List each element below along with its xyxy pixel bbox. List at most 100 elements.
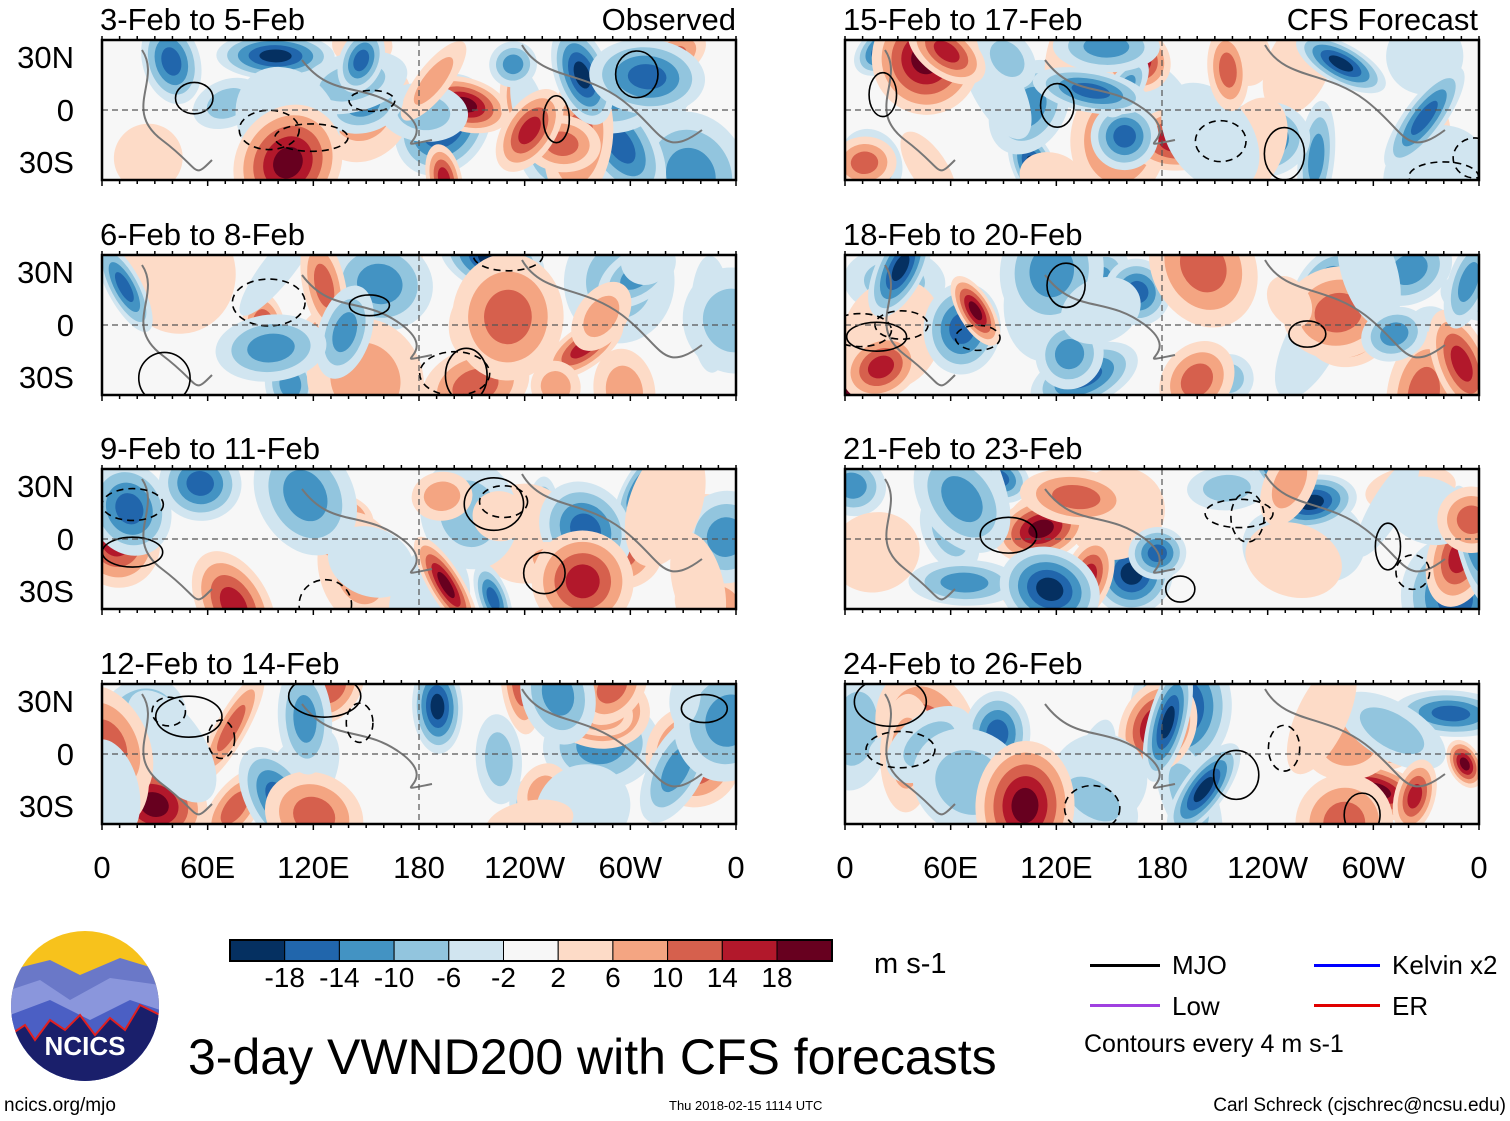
mjo-contour xyxy=(207,719,236,760)
mjo-contour xyxy=(1343,792,1381,824)
mjo-contour xyxy=(522,551,566,595)
map-panel xyxy=(843,36,1481,186)
wind-anomaly-blob xyxy=(669,684,701,727)
mjo-contour xyxy=(231,278,306,327)
mjo-contour xyxy=(865,730,936,769)
wind-anomaly-blob xyxy=(1431,705,1471,722)
colorbar-swatch xyxy=(338,939,395,962)
mjo-contour xyxy=(154,695,223,739)
wind-anomaly-blob xyxy=(900,131,956,180)
panel-title: 21-Feb to 23-Feb xyxy=(843,431,1083,466)
wind-anomaly-blob xyxy=(1066,776,1121,822)
wind-anomaly-blob xyxy=(219,586,248,609)
wind-anomaly-blob xyxy=(423,481,461,511)
panel-title: 12-Feb to 14-Feb xyxy=(100,646,340,681)
wind-anomaly-blob xyxy=(583,295,620,338)
colorbar-tick-label: 6 xyxy=(605,962,621,993)
wind-anomaly-blob xyxy=(1354,469,1420,558)
lat-label: 30N xyxy=(17,40,74,75)
figure-title: 3-day VWND200 with CFS forecasts xyxy=(188,1029,997,1085)
wind-anomaly-blob xyxy=(1407,366,1440,395)
wind-anomaly-blob xyxy=(115,493,144,525)
mjo-contour xyxy=(478,484,529,519)
wind-anomaly-blob xyxy=(1407,784,1423,809)
mjo-contour xyxy=(1204,498,1274,529)
colorbar-swatch xyxy=(229,939,286,962)
colorbar-tick-label: -2 xyxy=(491,962,516,993)
wind-anomaly-blob xyxy=(293,796,336,824)
wind-anomaly-blob xyxy=(1266,275,1313,328)
mjo-contour xyxy=(287,684,362,718)
mjo-contour xyxy=(418,350,491,395)
wind-anomaly-blob xyxy=(327,526,415,598)
wind-anomaly-blob xyxy=(605,365,644,395)
lon-label: 180 xyxy=(1136,850,1188,885)
cfs-forecast-label: CFS Forecast xyxy=(1286,2,1478,37)
wind-anomaly-blob xyxy=(541,684,575,716)
map-panel xyxy=(843,465,1481,615)
wind-anomaly-blob xyxy=(941,476,983,523)
mjo-contour xyxy=(1374,522,1402,571)
footer-url[interactable]: ncics.org/mjo xyxy=(4,1095,116,1116)
wind-anomaly-blob xyxy=(259,49,292,63)
lon-label: 0 xyxy=(1470,850,1488,885)
wind-anomaly-blob xyxy=(1328,55,1354,72)
mjo-contour xyxy=(137,351,191,395)
wind-anomaly-blob xyxy=(139,792,169,817)
colorbar-swatch xyxy=(776,939,833,962)
wind-anomaly-blob xyxy=(486,587,500,609)
logo-text: NCICS xyxy=(45,1031,126,1061)
map-panel xyxy=(100,36,738,186)
wind-anomaly-blob xyxy=(940,572,989,593)
mjo-contour xyxy=(1212,749,1260,801)
wind-anomaly-blob xyxy=(845,472,867,499)
wind-anomaly-blob xyxy=(1036,577,1064,601)
colorbar-swatch xyxy=(721,939,778,962)
wind-anomaly-blob xyxy=(484,289,532,345)
mjo-contour xyxy=(614,50,659,99)
colorbar-tick-label: 10 xyxy=(652,962,684,993)
lat-label: 0 xyxy=(56,737,74,772)
mjo-contour xyxy=(1046,262,1086,309)
lon-label: 60E xyxy=(923,850,979,885)
mjo-line-swatch xyxy=(1090,964,1160,967)
wind-anomaly-blob xyxy=(1245,522,1342,598)
mjo-contour xyxy=(174,81,214,115)
wind-anomaly-blob xyxy=(1019,152,1084,180)
mjo-contour xyxy=(1039,82,1075,129)
mjo-contour xyxy=(542,94,571,144)
lon-label: 120E xyxy=(277,850,350,885)
lat-label: 30N xyxy=(17,684,74,719)
footer-timestamp: Thu 2018-02-15 1114 UTC xyxy=(669,1098,823,1113)
colorbar-tick-label: -18 xyxy=(264,962,305,993)
mjo-contour xyxy=(1267,724,1301,772)
wind-anomaly-blob xyxy=(1113,125,1136,148)
mjo-contour xyxy=(979,516,1038,554)
wind-anomaly-blob xyxy=(1202,474,1251,502)
lat-label: 30S xyxy=(18,145,74,180)
mjo-contour xyxy=(680,693,729,724)
map-panel xyxy=(843,251,1481,401)
wind-anomaly-blob xyxy=(702,288,736,353)
lat-label: 30S xyxy=(18,360,74,395)
colorbar-swatch xyxy=(612,939,669,962)
mjo-contour xyxy=(151,696,187,727)
mjo-contour xyxy=(1194,119,1247,163)
wind-anomaly-blob xyxy=(624,469,706,567)
wind-anomaly-blob xyxy=(1314,292,1362,333)
panel-title: 6-Feb to 8-Feb xyxy=(100,217,306,252)
wind-anomaly-blob xyxy=(220,790,249,824)
wind-anomaly-blob xyxy=(1193,776,1214,803)
contour-note: Contours every 4 m s-1 xyxy=(1084,1030,1344,1058)
colorbar-tick-label: 18 xyxy=(761,962,793,993)
colorbar-tick-label: -6 xyxy=(436,962,462,993)
wind-anomaly-blob xyxy=(239,255,320,316)
mjo-contour xyxy=(845,321,908,352)
colorbar-swatch xyxy=(448,939,505,962)
panel-title: 9-Feb to 11-Feb xyxy=(100,431,320,466)
mjo-contour xyxy=(348,89,396,113)
lon-label: 120W xyxy=(484,850,566,885)
lon-label: 60W xyxy=(1341,850,1406,885)
wind-anomaly-blob xyxy=(1180,363,1214,395)
